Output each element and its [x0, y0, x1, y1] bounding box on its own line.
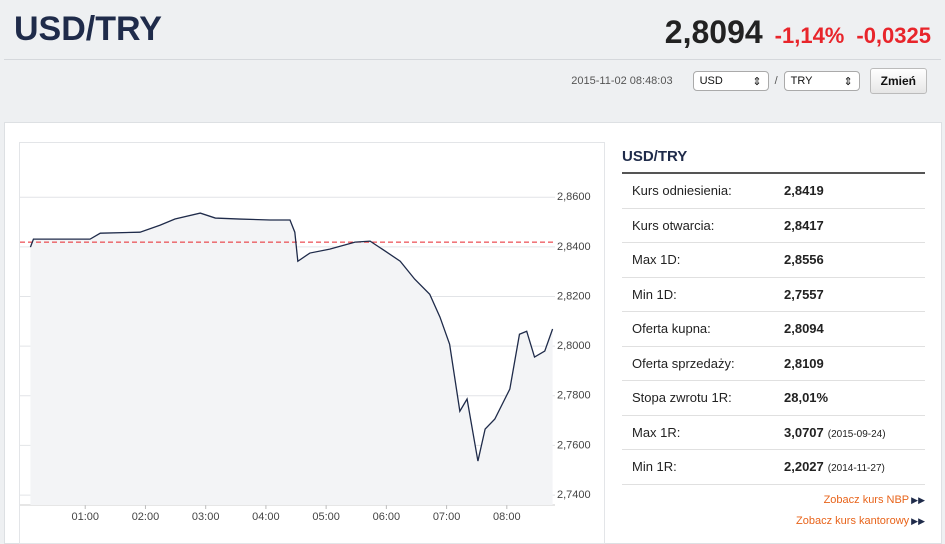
price: 2,8094: [664, 14, 763, 50]
x-tick-label: 03:00: [192, 511, 220, 523]
row-note: (2015-09-24): [827, 428, 886, 440]
row-label: Kurs otwarcia:: [632, 217, 715, 233]
x-tick-label: 06:00: [373, 511, 401, 523]
row-value-cell: 28,01%: [784, 390, 828, 405]
row-value-cell: 2,8109: [784, 356, 824, 371]
row-value: 2,7557: [784, 286, 824, 302]
row-label: Min 1D:: [632, 286, 677, 302]
change-button[interactable]: Zmień: [869, 68, 927, 94]
row-value: 2,8419: [784, 183, 824, 199]
quote-row: Stopa zwrotu 1R: 28,01%: [622, 381, 925, 416]
row-value: 28,01%: [784, 390, 829, 406]
arrow-icon: ▶▶: [911, 515, 925, 526]
row-label: Stopa zwrotu 1R:: [632, 390, 732, 406]
row-value: 2,8417: [784, 217, 824, 233]
quote-row: Oferta kupna: 2,8094: [622, 312, 925, 347]
row-value: 3,0707: [784, 424, 824, 440]
quote-row: Kurs otwarcia: 2,8417: [622, 209, 925, 243]
change-absolute: -0,0325: [856, 23, 931, 48]
timestamp: 2015-11-02 08:48:03: [571, 75, 673, 87]
row-value-cell: 2,8417: [784, 218, 824, 233]
panel-title: USD/TRY: [622, 145, 925, 174]
row-value-cell: 2,7557: [784, 287, 824, 302]
y-tick-label: 2,8000: [557, 340, 591, 352]
row-value-cell: 2,8094: [784, 321, 824, 336]
base-currency: USD: [699, 75, 723, 87]
quote-panel: USD/TRY Kurs odniesienia: 2,8419 Kurs otwa…: [622, 145, 925, 527]
x-tick-label: 08:00: [493, 511, 521, 523]
x-tick-label: 05:00: [312, 511, 340, 523]
chart: 2,7400 2,7600 2,7800 2,8000 2,8200 2,8400 2,86…: [20, 191, 591, 523]
select-arrow: ⇕: [843, 75, 853, 88]
y-tick-label: 2,7800: [557, 390, 591, 402]
row-label: Min 1R:: [632, 459, 677, 475]
row-label: Max 1R:: [632, 424, 681, 440]
price-line: [29, 212, 554, 462]
divider: [4, 59, 941, 60]
y-tick-label: 2,7600: [557, 439, 591, 451]
y-tick-label: 2,8400: [557, 241, 591, 253]
quote-row: Max 1R: 3,0707 (2015-09-24): [622, 416, 925, 450]
row-value-cell: 2,8556: [784, 252, 824, 267]
row-value: 2,8556: [784, 252, 824, 268]
pair-title: USD/TRY: [14, 10, 162, 48]
area: [30, 213, 553, 505]
quote-row: Oferta sprzedaży: 2,8109: [622, 347, 925, 381]
separator: /: [774, 75, 778, 87]
y-tick-label: 2,8200: [557, 290, 591, 302]
nbp-link[interactable]: Zobacz kurs NBP ▶▶: [622, 494, 925, 506]
base-select[interactable]: USD ⇕: [692, 71, 769, 91]
row-value: 2,8109: [784, 355, 824, 371]
row-value: 2,2027: [784, 459, 824, 475]
y-tick-label: 2,7400: [557, 489, 591, 501]
x-tick-label: 01:00: [71, 511, 99, 523]
select-arrow: ⇕: [752, 75, 762, 88]
link-text[interactable]: Zobacz kurs kantorowy: [796, 514, 910, 527]
change-percent: -1,14%: [774, 23, 845, 48]
row-label: Oferta sprzedaży:: [632, 355, 735, 371]
x-tick-label: 02:00: [132, 511, 160, 523]
x-tick-label: 07:00: [433, 511, 461, 523]
row-label: Oferta kupna:: [632, 321, 711, 337]
quote-row: Kurs odniesienia: 2,8419: [622, 174, 925, 209]
quote: 2,8094 -1,14% -0,0325: [665, 14, 931, 51]
exchange-link[interactable]: Zobacz kurs kantorowy ▶▶: [622, 515, 925, 527]
quote-row: Max 1D: 2,8556: [622, 243, 925, 278]
row-value-cell: 2,2027 (2014-11-27): [784, 459, 885, 474]
row-note: (2014-11-27): [827, 463, 885, 475]
y-tick-label: 2,8600: [557, 191, 591, 203]
link-text[interactable]: Zobacz kurs NBP: [823, 493, 910, 506]
controls: 2015-11-02 08:48:03 USD ⇕ / TRY ⇕ Zmień: [571, 68, 927, 94]
row-value-cell: 2,8419: [784, 183, 824, 198]
row-label: Max 1D:: [632, 252, 681, 268]
top-bar: USD/TRY 2,8094 -1,14% -0,0325 2015-11-02…: [0, 0, 945, 102]
quote-currency: TRY: [790, 75, 813, 87]
row-value: 2,8094: [784, 321, 824, 337]
row-label: Kurs odniesienia:: [632, 183, 732, 199]
quote-row: Min 1R: 2,2027 (2014-11-27): [622, 450, 925, 485]
x-tick-label: 04:00: [252, 511, 280, 523]
quote-row: Min 1D: 2,7557: [622, 278, 925, 312]
quote-table: Kurs odniesienia: 2,8419 Kurs otwarcia: 2,8…: [622, 174, 925, 485]
arrow-icon: ▶▶: [911, 494, 925, 505]
quote-select[interactable]: TRY ⇕: [783, 71, 860, 91]
row-value-cell: 3,0707 (2015-09-24): [784, 425, 886, 440]
